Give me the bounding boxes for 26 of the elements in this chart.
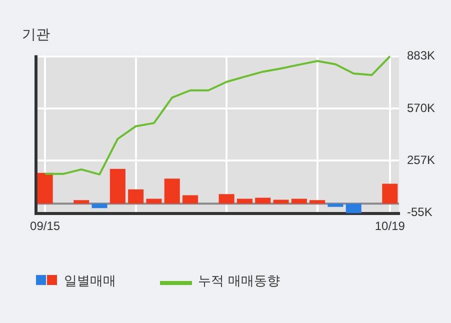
bar: [128, 189, 144, 204]
bar: [328, 204, 344, 207]
bar: [146, 198, 162, 204]
bar: [164, 178, 180, 204]
bar: [291, 198, 307, 204]
bar: [74, 200, 90, 204]
x-tick-label: 10/19: [374, 219, 406, 234]
y-tick-label: 883K: [406, 48, 436, 63]
x-tick-label: 09/15: [30, 219, 60, 234]
bar: [236, 198, 252, 204]
legend-label: 일별매매: [64, 273, 116, 290]
bar: [346, 204, 362, 214]
bar: [182, 195, 198, 204]
y-tick-label: -55K: [406, 205, 432, 220]
chart-title: 기관: [22, 26, 50, 44]
legend-label: 누적 매매동향: [198, 273, 280, 290]
bar: [273, 200, 289, 204]
y-tick-label: 570K: [406, 100, 436, 115]
bar: [110, 168, 126, 204]
bar: [92, 204, 108, 208]
bar: [218, 194, 234, 204]
bar: [382, 184, 398, 204]
bar: [310, 200, 326, 204]
bar: [37, 172, 53, 204]
y-tick-label: 257K: [406, 153, 436, 168]
bar: [255, 198, 271, 204]
